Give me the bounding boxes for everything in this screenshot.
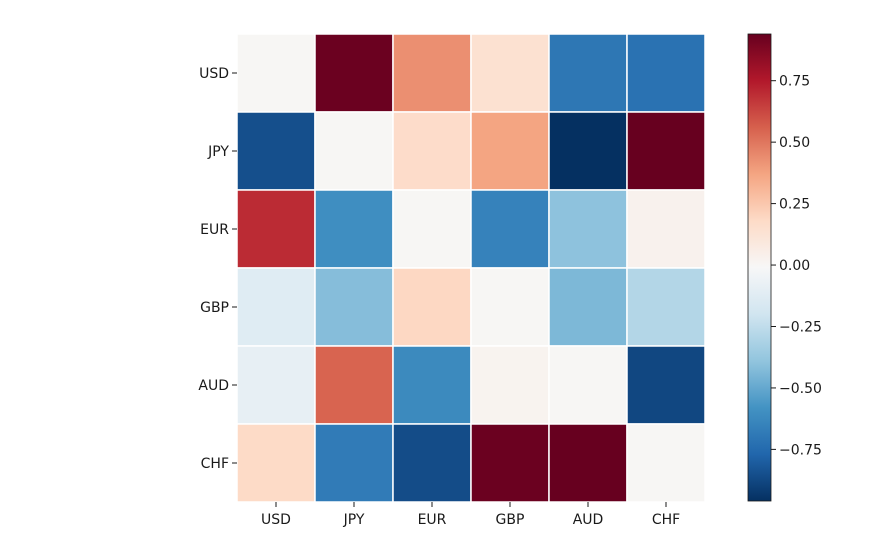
heatmap-cell-jpy-jpy	[314, 111, 394, 191]
colorbar-tick-label: 0.00	[779, 258, 810, 274]
heatmap-cell-chf-jpy	[314, 423, 394, 503]
heatmap-cell-jpy-aud	[548, 111, 628, 191]
row-label-eur: EUR	[200, 222, 229, 238]
column-label-usd: USD	[261, 512, 291, 528]
heatmap-cells	[236, 33, 706, 503]
heatmap-cell-usd-gbp	[470, 33, 550, 113]
heatmap-cell-jpy-chf	[626, 111, 706, 191]
colorbar-tick-label: 0.75	[779, 74, 810, 90]
heatmap-cell-usd-chf	[626, 33, 706, 113]
colorbar-gradient	[747, 33, 772, 502]
colorbar-tick-label: 0.50	[779, 135, 810, 151]
heatmap-cell-chf-aud	[548, 423, 628, 503]
row-label-chf: CHF	[201, 456, 229, 472]
heatmap-cell-usd-jpy	[314, 33, 394, 113]
colorbar-tick-label: 0.25	[779, 197, 810, 213]
heatmap-cell-gbp-usd	[236, 267, 316, 347]
heatmap-cell-gbp-aud	[548, 267, 628, 347]
row-label-gbp: GBP	[200, 300, 229, 316]
heatmap-cell-usd-usd	[236, 33, 316, 113]
heatmap-cell-gbp-eur	[392, 267, 472, 347]
column-label-aud: AUD	[573, 512, 604, 528]
row-label-usd: USD	[199, 66, 229, 82]
heatmap-cell-gbp-jpy	[314, 267, 394, 347]
heatmap-cell-usd-aud	[548, 33, 628, 113]
heatmap-cell-usd-eur	[392, 33, 472, 113]
heatmap-cell-eur-aud	[548, 189, 628, 269]
heatmap-cell-eur-eur	[392, 189, 472, 269]
row-labels: USD JPY EUR GBP AUD CHF	[198, 66, 237, 472]
heatmap-cell-chf-chf	[626, 423, 706, 503]
heatmap-cell-eur-gbp	[470, 189, 550, 269]
heatmap-cell-jpy-eur	[392, 111, 472, 191]
column-labels: USD JPY EUR GBP AUD CHF	[261, 502, 680, 528]
colorbar-ticks: −0.75 −0.50 −0.25 0.00 0.25 0.50 0.75	[771, 74, 822, 458]
heatmap-cell-aud-eur	[392, 345, 472, 425]
column-label-gbp: GBP	[496, 512, 525, 528]
colorbar-tick-label: −0.50	[779, 381, 822, 397]
column-label-eur: EUR	[418, 512, 447, 528]
heatmap-cell-gbp-chf	[626, 267, 706, 347]
heatmap-cell-eur-usd	[236, 189, 316, 269]
heatmap-cell-aud-jpy	[314, 345, 394, 425]
column-label-chf: CHF	[652, 512, 680, 528]
heatmap-cell-aud-chf	[626, 345, 706, 425]
heatmap-cell-aud-gbp	[470, 345, 550, 425]
heatmap-cell-eur-jpy	[314, 189, 394, 269]
column-label-jpy: JPY	[343, 512, 365, 528]
heatmap-cell-jpy-gbp	[470, 111, 550, 191]
heatmap-cell-gbp-gbp	[470, 267, 550, 347]
heatmap-cell-aud-usd	[236, 345, 316, 425]
heatmap-cell-eur-chf	[626, 189, 706, 269]
colorbar: −0.75 −0.50 −0.25 0.00 0.25 0.50 0.75	[747, 33, 822, 502]
heatmap-cell-chf-usd	[236, 423, 316, 503]
heatmap-cell-chf-eur	[392, 423, 472, 503]
colorbar-tick-label: −0.25	[779, 319, 822, 335]
row-label-jpy: JPY	[207, 144, 229, 160]
heatmap-cell-chf-gbp	[470, 423, 550, 503]
heatmap-cell-jpy-usd	[236, 111, 316, 191]
colorbar-tick-label: −0.75	[779, 442, 822, 458]
heatmap-cell-aud-aud	[548, 345, 628, 425]
row-label-aud: AUD	[198, 378, 229, 394]
